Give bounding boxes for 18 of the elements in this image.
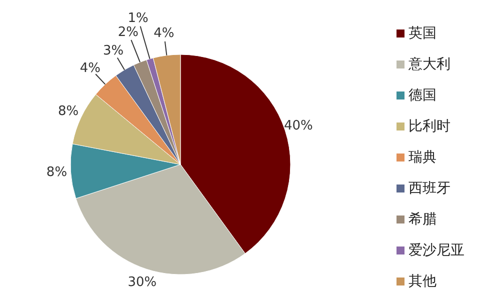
legend-label: 希腊	[408, 212, 436, 228]
data-label: 4%	[154, 26, 174, 42]
data-label: 3%	[102, 43, 124, 58]
data-label: 8%	[58, 104, 79, 120]
legend-label: 西班牙	[408, 180, 450, 196]
data-label: 30%	[128, 274, 157, 290]
legend-label: 爱沙尼亚	[408, 242, 464, 258]
legend-label: 瑞典	[408, 150, 436, 166]
legend-label: 英国	[408, 26, 436, 42]
data-label: 1%	[128, 11, 148, 26]
data-label: 40%	[284, 118, 313, 134]
legend-label: 比利时	[408, 118, 450, 134]
data-label: 8%	[46, 164, 68, 180]
legend-label: 德国	[408, 88, 436, 104]
legend-label: 意大利	[408, 56, 450, 72]
data-label: 4%	[80, 60, 100, 76]
data-label: 2%	[118, 24, 139, 40]
legend-label: 其他	[408, 274, 436, 290]
